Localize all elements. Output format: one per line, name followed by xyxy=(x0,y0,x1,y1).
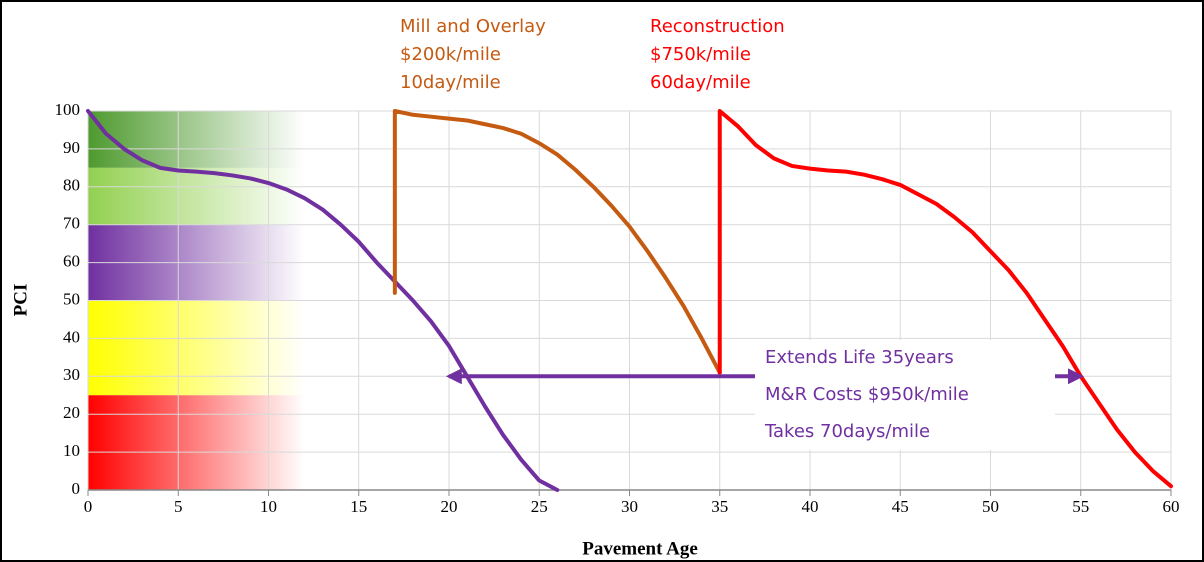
band xyxy=(88,167,305,225)
band xyxy=(88,111,305,168)
x-tick-label: 25 xyxy=(531,497,548,516)
x-tick-label: 0 xyxy=(84,497,93,516)
line xyxy=(86,109,560,492)
x-tick-label: 15 xyxy=(350,497,367,516)
x-tick-label: 35 xyxy=(711,497,728,516)
annotation: 10day/mile xyxy=(400,72,501,93)
y-tick-label: 70 xyxy=(63,214,80,233)
x-tick-label: 50 xyxy=(982,497,999,516)
y-tick-label: 0 xyxy=(72,479,81,498)
x-tick-label: 10 xyxy=(260,497,277,516)
y-tick-label: 80 xyxy=(63,176,80,195)
x-tick-label: 40 xyxy=(802,497,819,516)
line xyxy=(717,109,1173,489)
y-tick-label: 90 xyxy=(63,138,80,157)
y-tick-label: 20 xyxy=(63,403,80,422)
x-axis-label: Pavement Age xyxy=(582,538,698,559)
y-tick-label: 50 xyxy=(63,289,80,308)
y-tick-label: 10 xyxy=(63,441,80,460)
y-tick-label: 30 xyxy=(63,365,80,384)
band xyxy=(88,395,305,490)
annotation: $200k/mile xyxy=(400,44,501,65)
line xyxy=(392,109,722,375)
y-axis-label: PCI xyxy=(10,284,31,317)
band xyxy=(88,300,305,396)
y-tick-label: 60 xyxy=(63,252,80,271)
y-tick-label: 100 xyxy=(55,100,81,119)
annotation: Extends Life 35years xyxy=(765,347,954,368)
y-tick-label: 40 xyxy=(63,327,80,346)
x-tick-label: 5 xyxy=(174,497,183,516)
annotation: Reconstruction xyxy=(650,16,785,37)
annotation: $750k/mile xyxy=(650,44,751,65)
annotation: Mill and Overlay xyxy=(400,16,546,37)
annotation: Takes 70days/mile xyxy=(764,421,930,442)
x-tick-label: 60 xyxy=(1163,497,1180,516)
x-tick-label: 55 xyxy=(1072,497,1089,516)
x-tick-label: 45 xyxy=(892,497,909,516)
annotation: M&R Costs $950k/mile xyxy=(765,384,969,405)
x-tick-label: 30 xyxy=(621,497,638,516)
annotation-bg xyxy=(755,340,1055,450)
annotation: 60day/mile xyxy=(650,72,751,93)
x-tick-label: 20 xyxy=(441,497,458,516)
